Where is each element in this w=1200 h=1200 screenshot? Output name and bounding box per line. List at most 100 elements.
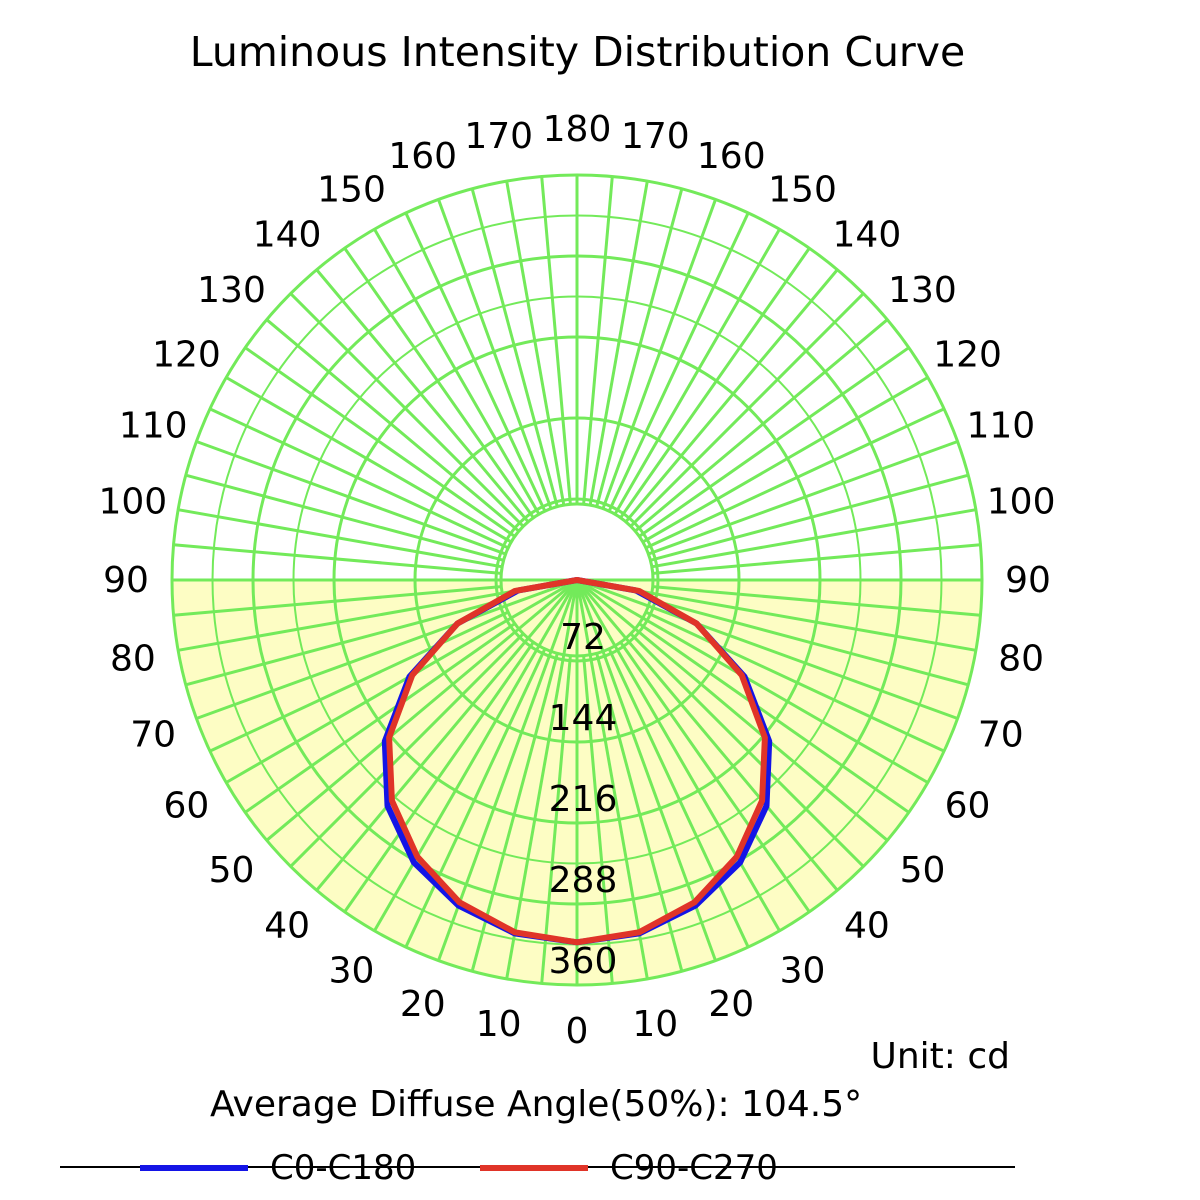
grid-spoke-85 bbox=[652, 585, 981, 617]
angle-tick-label-left-30: 30 bbox=[780, 951, 826, 992]
angle-tick-label-left-50: 50 bbox=[900, 850, 946, 891]
angle-tick-label-left-120: 120 bbox=[933, 335, 1002, 376]
angle-tick-label-left-100: 100 bbox=[987, 482, 1056, 523]
angle-tick-label-right-110: 110 bbox=[119, 406, 188, 447]
angle-tick-label-right-90: 90 bbox=[103, 560, 149, 601]
grid-spoke-55 bbox=[638, 622, 910, 814]
grid-spoke-185 bbox=[540, 176, 572, 505]
grid-spoke-275 bbox=[173, 585, 502, 617]
angle-tick-label-right-150: 150 bbox=[317, 169, 386, 210]
angle-tick-label-left-170: 170 bbox=[621, 116, 690, 157]
grid-spoke-325 bbox=[343, 641, 535, 913]
angle-tick-label-right-140: 140 bbox=[253, 215, 322, 256]
grid-spoke-20 bbox=[575, 579, 717, 962]
angle-tick-label-left-110: 110 bbox=[966, 406, 1035, 447]
grid-spoke-265 bbox=[173, 543, 502, 575]
grid-spoke-95 bbox=[652, 543, 981, 575]
legend-item-c90: C90-C270 bbox=[480, 1148, 778, 1188]
radial-tick-label-72: 72 bbox=[560, 617, 606, 658]
grid-spoke-255 bbox=[185, 473, 504, 562]
angle-tick-label-left-70: 70 bbox=[978, 714, 1024, 755]
angle-tick-label-right-20: 20 bbox=[400, 984, 446, 1025]
grid-spoke-330 bbox=[373, 579, 579, 932]
series-curve-c90-c270 bbox=[386, 577, 768, 946]
angle-tick-label-right-100: 100 bbox=[98, 482, 167, 523]
grid-spoke-290 bbox=[195, 578, 578, 720]
angle-tick-label-left-60: 60 bbox=[945, 786, 991, 827]
radial-tick-label-144: 144 bbox=[549, 698, 618, 739]
legend-swatch-c90 bbox=[480, 1165, 588, 1171]
grid-spoke-205 bbox=[404, 212, 547, 512]
angle-tick-label-right-170: 170 bbox=[464, 116, 533, 157]
grid-spoke-285 bbox=[185, 598, 504, 687]
angle-tick-label-right-70: 70 bbox=[130, 714, 176, 755]
grid-spoke-125 bbox=[638, 346, 910, 538]
legend-label-c0: C0-C180 bbox=[270, 1148, 417, 1188]
grid-spoke-40 bbox=[575, 579, 839, 892]
angle-tick-label-left-0: 0 bbox=[566, 1011, 589, 1052]
angle-tick-label-left-10: 10 bbox=[632, 1004, 678, 1045]
angle-tick-label-left-180: 180 bbox=[543, 109, 612, 150]
grid-spoke-30 bbox=[575, 579, 781, 932]
legend-swatch-c0 bbox=[140, 1165, 248, 1171]
grid-spoke-45 bbox=[629, 632, 865, 868]
grid-spoke-310 bbox=[265, 578, 578, 842]
grid-spoke-35 bbox=[619, 641, 811, 913]
legend-label-c90: C90-C270 bbox=[610, 1148, 778, 1188]
grid-spoke-60 bbox=[576, 578, 929, 784]
diffuse-angle-note: Average Diffuse Angle(50%): 104.5° bbox=[210, 1084, 863, 1125]
grid-spoke-355 bbox=[540, 655, 572, 984]
angle-tick-label-right-120: 120 bbox=[152, 335, 221, 376]
grid-spoke-155 bbox=[607, 212, 750, 512]
grid-spoke-105 bbox=[650, 473, 969, 562]
grid-spoke-315 bbox=[289, 632, 525, 868]
grid-spoke-145 bbox=[619, 247, 811, 519]
grid-spoke-245 bbox=[209, 407, 509, 550]
grid-spoke-295 bbox=[209, 610, 509, 753]
intensity-curves bbox=[381, 577, 773, 946]
angle-tick-label-left-150: 150 bbox=[768, 169, 837, 210]
grid-spoke-165 bbox=[595, 188, 684, 507]
angle-tick-label-left-40: 40 bbox=[844, 905, 890, 946]
radial-tick-label-288: 288 bbox=[549, 860, 618, 901]
angle-tick-label-left-160: 160 bbox=[697, 136, 766, 177]
angle-tick-label-right-50: 50 bbox=[209, 850, 255, 891]
angle-tick-label-right-10: 10 bbox=[476, 1004, 522, 1045]
angle-tick-label-right-80: 80 bbox=[110, 638, 156, 679]
grid-spoke-115 bbox=[645, 407, 945, 550]
grid-spoke-195 bbox=[470, 188, 559, 507]
angle-tick-label-right-130: 130 bbox=[197, 270, 266, 311]
grid-spoke-335 bbox=[404, 648, 547, 948]
grid-spoke-340 bbox=[437, 579, 579, 962]
radial-tick-label-360: 360 bbox=[549, 941, 618, 982]
grid-spoke-305 bbox=[244, 622, 516, 814]
grid-hub bbox=[499, 502, 655, 582]
unit-label: Unit: cd bbox=[870, 1036, 1011, 1077]
radial-tick-label-216: 216 bbox=[549, 779, 618, 820]
legend-item-c0: C0-C180 bbox=[140, 1148, 416, 1188]
angle-tick-label-left-20: 20 bbox=[708, 984, 754, 1025]
grid-spoke-50 bbox=[576, 578, 889, 842]
angle-tick-label-right-40: 40 bbox=[264, 905, 310, 946]
grid-spoke-135 bbox=[629, 292, 865, 528]
grid-spoke-215 bbox=[343, 247, 535, 519]
grid-spoke-5 bbox=[582, 655, 614, 984]
chart-title: Luminous Intensity Distribution Curve bbox=[189, 28, 966, 76]
grid-spoke-10 bbox=[575, 579, 649, 980]
grid-spoke-75 bbox=[650, 598, 969, 687]
angle-tick-label-left-80: 80 bbox=[998, 638, 1044, 679]
grid-spoke-175 bbox=[582, 176, 614, 505]
angle-tick-label-left-130: 130 bbox=[888, 270, 957, 311]
grid-spoke-70 bbox=[576, 578, 959, 720]
grid-spoke-350 bbox=[505, 579, 579, 980]
grid-spoke-320 bbox=[315, 579, 579, 892]
grid-spoke-25 bbox=[607, 648, 750, 948]
angle-tick-label-right-160: 160 bbox=[388, 136, 457, 177]
angle-tick-label-left-90: 90 bbox=[1005, 560, 1051, 601]
angle-tick-label-right-60: 60 bbox=[164, 786, 210, 827]
angle-tick-label-right-30: 30 bbox=[329, 951, 375, 992]
grid-spoke-225 bbox=[289, 292, 525, 528]
grid-spoke-235 bbox=[244, 346, 516, 538]
